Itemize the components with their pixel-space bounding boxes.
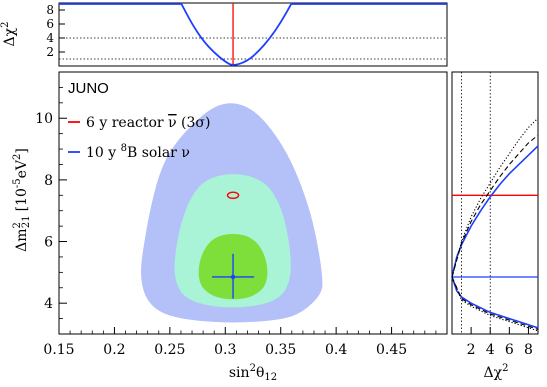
main-xtick-label-1: 0.2	[103, 342, 125, 358]
main-panel-xlabel: sin2θ12	[229, 363, 277, 383]
main-panel-markers	[211, 191, 255, 299]
main-panel-xticks: 0.15 0.2 0.25 0.3 0.35 0.4 0.45	[43, 327, 437, 358]
main-ytick-label-0: 4	[44, 296, 53, 312]
top-panel-reflines	[59, 2, 447, 60]
main-xtick-label-2: 0.25	[154, 342, 185, 358]
right-xtick-label-3: 8	[524, 342, 533, 358]
right-xtick-label-1: 4	[486, 342, 495, 358]
legend-reactor-label: 6 y reactor ν (3σ)	[86, 115, 210, 131]
top-series-solar-curve	[180, 2, 293, 66]
main-panel-ylabel: Δm221[10-5eV2]	[12, 148, 32, 252]
legend-solar-label: 10 y 8B solar ν	[86, 143, 190, 161]
main-ytick-label-2: 8	[44, 173, 53, 189]
right-panel-reflines	[452, 72, 538, 334]
top-panel-ylabel-sup: 2	[0, 22, 11, 28]
right-series-dotted-lower	[451, 276, 539, 332]
right-xtick-label-2: 6	[505, 342, 514, 358]
top-ytick-label-2: 6	[46, 17, 54, 31]
main-xtick-label-6: 0.45	[376, 342, 407, 358]
main-xtick-label-3: 0.3	[214, 342, 236, 358]
chart-title: JUNO	[68, 80, 109, 97]
reactor-contour-ellipse	[226, 191, 240, 200]
main-xtick-label-4: 0.35	[265, 342, 296, 358]
right-panel-xlabel: Δχ2	[484, 363, 509, 381]
contour-regions	[141, 103, 323, 323]
right-panel-series	[451, 117, 539, 332]
top-panel-ylabel: Δχ2	[0, 22, 18, 47]
right-series-dotted-upper	[451, 117, 539, 278]
main-panel-frame	[58, 71, 448, 335]
right-xtick-label-0: 2	[467, 342, 476, 358]
legend-solar-sup: 8	[121, 143, 127, 154]
right-panel-frame	[451, 71, 539, 335]
top-panel-frame	[58, 2, 448, 67]
main-panel: 0.15 0.2 0.25 0.3 0.35 0.4 0.45 4 6 8 10 JUNO 6 y…	[12, 71, 448, 383]
top-ytick-label-1: 4	[46, 31, 54, 45]
legend: 6 y reactor ν (3σ) 10 y 8B solar ν	[68, 115, 210, 161]
right-series-solid-upper	[451, 145, 539, 278]
main-ytick-label-1: 6	[44, 235, 53, 251]
right-series-dashed-lower	[451, 276, 539, 330]
main-ytick-label-3: 10	[35, 111, 53, 127]
top-ytick-label-3: 8	[46, 3, 54, 17]
main-xtick-label-5: 0.4	[325, 342, 347, 358]
main-xtick-label-0: 0.15	[43, 342, 74, 358]
best-fit-point	[230, 274, 236, 280]
top-ytick-label-0: 2	[46, 45, 54, 59]
main-panel-yticks: 4 6 8 10	[35, 87, 67, 319]
top-panel-series	[59, 2, 447, 66]
right-series-dashed-upper	[451, 134, 539, 278]
legend-reactor-nu: ν	[168, 115, 177, 131]
